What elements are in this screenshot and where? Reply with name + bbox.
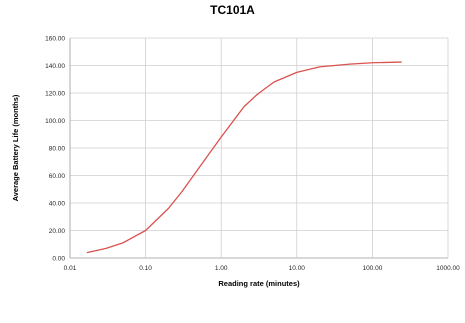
y-tick-label: 100.00 — [45, 118, 65, 125]
series-layer — [86, 61, 402, 254]
y-tick-label: 0.00 — [52, 255, 65, 262]
y-tick-label: 40.00 — [49, 200, 66, 207]
x-tick-label: 1.00 — [215, 265, 228, 272]
y-tick-label: 120.00 — [45, 90, 65, 97]
x-axis-label: Reading rate (minutes) — [218, 279, 300, 288]
y-tick-label: 160.00 — [45, 35, 65, 42]
y-tick-label: 20.00 — [49, 228, 66, 235]
y-tick-label: 80.00 — [49, 145, 66, 152]
x-tick-label: 10.00 — [289, 265, 306, 272]
x-tick-label: 100.00 — [362, 265, 382, 272]
chart-title: TC101A — [210, 3, 255, 17]
x-tick-label: 1000.00 — [436, 265, 460, 272]
y-axis-label: Average Battery Life (months) — [11, 94, 20, 201]
y-tick-label: 60.00 — [49, 173, 66, 180]
x-tick-label: 0.10 — [139, 265, 152, 272]
x-tick-label: 0.01 — [64, 265, 77, 272]
grid-layer — [69, 37, 449, 259]
y-tick-label: 140.00 — [45, 63, 65, 70]
tick-labels: 0.00 20.00 40.00 60.00 80.00 100.00 120.00 140.… — [45, 35, 460, 272]
series-line-0 — [86, 61, 402, 254]
